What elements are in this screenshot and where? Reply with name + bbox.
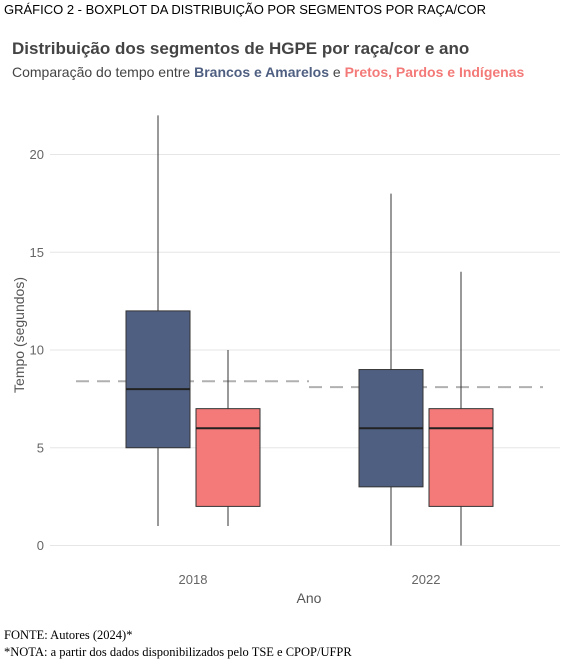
x-tick-label: 2018 — [179, 572, 208, 587]
box-brancos-amarelos-2018 — [125, 115, 191, 526]
figure-caption: GRÁFICO 2 - BOXPLOT DA DISTRIBUIÇÃO POR … — [4, 2, 487, 17]
figure-note: *NOTA: a partir dos dados disponibilizad… — [4, 645, 352, 659]
y-axis-ticks: 0 5 10 15 20 — [30, 147, 44, 553]
y-axis-title: Tempo (segundos) — [11, 277, 27, 393]
y-tick-label: 10 — [30, 343, 44, 358]
subtitle-group-a: Brancos e Amarelos — [194, 64, 329, 80]
y-tick-label: 0 — [37, 538, 44, 553]
chart-subtitle: Comparação do tempo entre Brancos e Amar… — [12, 64, 525, 80]
y-tick-label: 20 — [30, 147, 44, 162]
boxplot-chart: Distribuição dos segmentos de HGPE por r… — [11, 39, 560, 606]
subtitle-prefix: Comparação do tempo entre — [12, 64, 194, 80]
subtitle-group-b: Pretos, Pardos e Indígenas — [345, 64, 525, 80]
box-rect — [195, 408, 261, 507]
x-axis-ticks: 2018 2022 — [179, 572, 441, 587]
figure-notes: FONTE: Autores (2024)* *NOTA: a partir d… — [4, 627, 352, 661]
y-tick-label: 15 — [30, 245, 44, 260]
box-pretos-pardos-indigenas-2018 — [195, 350, 261, 526]
x-tick-label: 2022 — [412, 572, 441, 587]
box-rect — [125, 310, 191, 449]
grid-lines — [50, 154, 560, 546]
y-tick-label: 5 — [37, 440, 44, 455]
chart-title: Distribuição dos segmentos de HGPE por r… — [12, 39, 469, 58]
boxes — [125, 115, 494, 546]
box-brancos-amarelos-2022 — [358, 193, 424, 546]
x-axis-title: Ano — [297, 590, 322, 606]
figure-source: FONTE: Autores (2024)* — [4, 628, 133, 642]
box-rect — [428, 408, 494, 507]
reference-lines — [76, 380, 543, 389]
box-pretos-pardos-indigenas-2022 — [428, 271, 494, 546]
subtitle-middle: e — [329, 64, 345, 80]
